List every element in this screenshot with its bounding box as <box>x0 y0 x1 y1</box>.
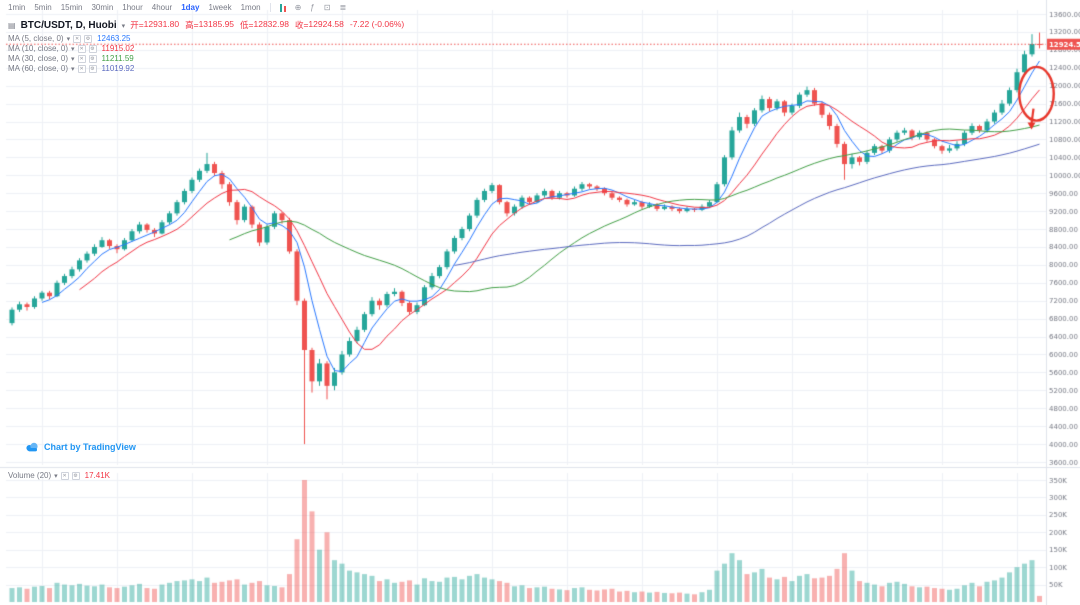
ma5-row: MA (5, close, 0) ▾ ✕ ⚙ 12463.25 <box>8 34 134 43</box>
ma10-label[interactable]: MA (10, close, 0) <box>8 44 69 53</box>
ma10-row: MA (10, close, 0) ▾ ✕ ⚙ 11915.02 <box>8 44 134 53</box>
volume-label[interactable]: Volume (20) <box>8 471 52 480</box>
open-label: 开= <box>130 20 144 30</box>
ma30-label[interactable]: MA (30, close, 0) <box>8 54 69 63</box>
chevron-down-icon[interactable]: ▾ <box>54 472 58 480</box>
ma30-value: 11211.59 <box>101 54 134 63</box>
ma10-value: 11915.02 <box>101 44 135 53</box>
timeframe-5min[interactable]: 5min <box>34 3 52 12</box>
timeframe-1week[interactable]: 1week <box>208 3 232 12</box>
tradingview-logo-icon <box>26 442 38 452</box>
ohlc-values: 开= 12931.80 高= 13185.95 低= 12832.98 收= 12924… <box>130 19 404 31</box>
ma5-label[interactable]: MA (5, close, 0) <box>8 34 64 43</box>
indicators-icon[interactable]: ƒ <box>310 2 315 12</box>
high-value: 13185.95 <box>198 19 235 29</box>
high-label: 高= <box>185 20 199 30</box>
timeframe-1mon[interactable]: 1mon <box>240 3 261 12</box>
chevron-down-icon[interactable]: ▾ <box>71 45 75 53</box>
indicator-settings-button[interactable]: ⚙ <box>88 64 97 73</box>
timeframe-toolbar: 1min 5min 15min 30min 1hour 4hour 1day 1… <box>8 1 346 14</box>
low-value: 12832.98 <box>253 19 289 29</box>
ma60-label[interactable]: MA (60, close, 0) <box>8 64 69 73</box>
timeframe-1hour[interactable]: 1hour <box>122 3 143 12</box>
volume-value: 17.41K <box>84 471 111 480</box>
menu-list-icon[interactable]: ≣ <box>339 2 347 12</box>
indicator-hide-button[interactable]: ✕ <box>77 54 86 63</box>
indicator-settings-button[interactable]: ⚙ <box>88 44 97 53</box>
close-value: 12924.58 <box>308 19 344 29</box>
chart-legend: ▤ BTC/USDT, D, Huobi ▾ 开= 12931.80 高= 1318… <box>8 19 404 31</box>
indicator-hide-button[interactable]: ✕ <box>60 471 69 480</box>
close-label: 收= <box>294 20 309 30</box>
screenshot-icon[interactable]: ⊡ <box>323 2 331 12</box>
symbol-caret-icon[interactable]: ▾ <box>121 23 126 30</box>
ma30-row: MA (30, close, 0) ▾ ✕ ⚙ 11211.59 <box>8 54 134 63</box>
attribution-text: Chart by TradingView <box>44 442 136 452</box>
volume-legend-row: Volume (20) ▾ ✕ ⚙ 17.41K <box>8 471 110 480</box>
price-axis[interactable] <box>1046 0 1080 605</box>
ma60-row: MA (60, close, 0) ▾ ✕ ⚙ 11019.92 <box>8 64 134 73</box>
chevron-down-icon[interactable]: ▾ <box>71 55 75 63</box>
indicator-legend: MA (5, close, 0) ▾ ✕ ⚙ 12463.25 MA (10, … <box>8 34 134 73</box>
ma60-value: 11019.92 <box>101 64 135 73</box>
timeframe-4hour[interactable]: 4hour <box>151 3 173 12</box>
tradingview-attribution-link[interactable]: Chart by TradingView <box>26 442 136 452</box>
indicator-settings-button[interactable]: ⚙ <box>88 54 97 63</box>
timeframe-1min[interactable]: 1min <box>8 3 26 12</box>
change-value: -7.22 (-0.06%) <box>349 19 405 29</box>
chevron-down-icon[interactable]: ▾ <box>66 35 71 43</box>
indicator-settings-button[interactable]: ⚙ <box>71 471 80 480</box>
timeframe-15min[interactable]: 15min <box>60 3 83 12</box>
low-label: 低= <box>240 20 254 30</box>
chart-panel-icon[interactable]: ▤ <box>8 21 16 30</box>
open-value: 12931.80 <box>143 19 180 29</box>
indicator-hide-button[interactable]: ✕ <box>77 44 86 53</box>
ma5-value: 12463.25 <box>97 34 131 43</box>
timeframe-1day[interactable]: 1day <box>181 3 200 12</box>
chevron-down-icon[interactable]: ▾ <box>71 65 75 73</box>
indicator-settings-button[interactable]: ⚙ <box>84 34 93 43</box>
symbol-title[interactable]: BTC/USDT, D, Huobi <box>20 20 117 31</box>
indicator-hide-button[interactable]: ✕ <box>73 34 82 43</box>
toolbar-divider <box>269 3 271 12</box>
candlestick-style-icon[interactable] <box>279 3 286 12</box>
timeframe-30min[interactable]: 30min <box>91 3 114 12</box>
indicator-hide-button[interactable]: ✕ <box>77 64 86 73</box>
compare-icon[interactable]: ⊕ <box>294 2 302 12</box>
